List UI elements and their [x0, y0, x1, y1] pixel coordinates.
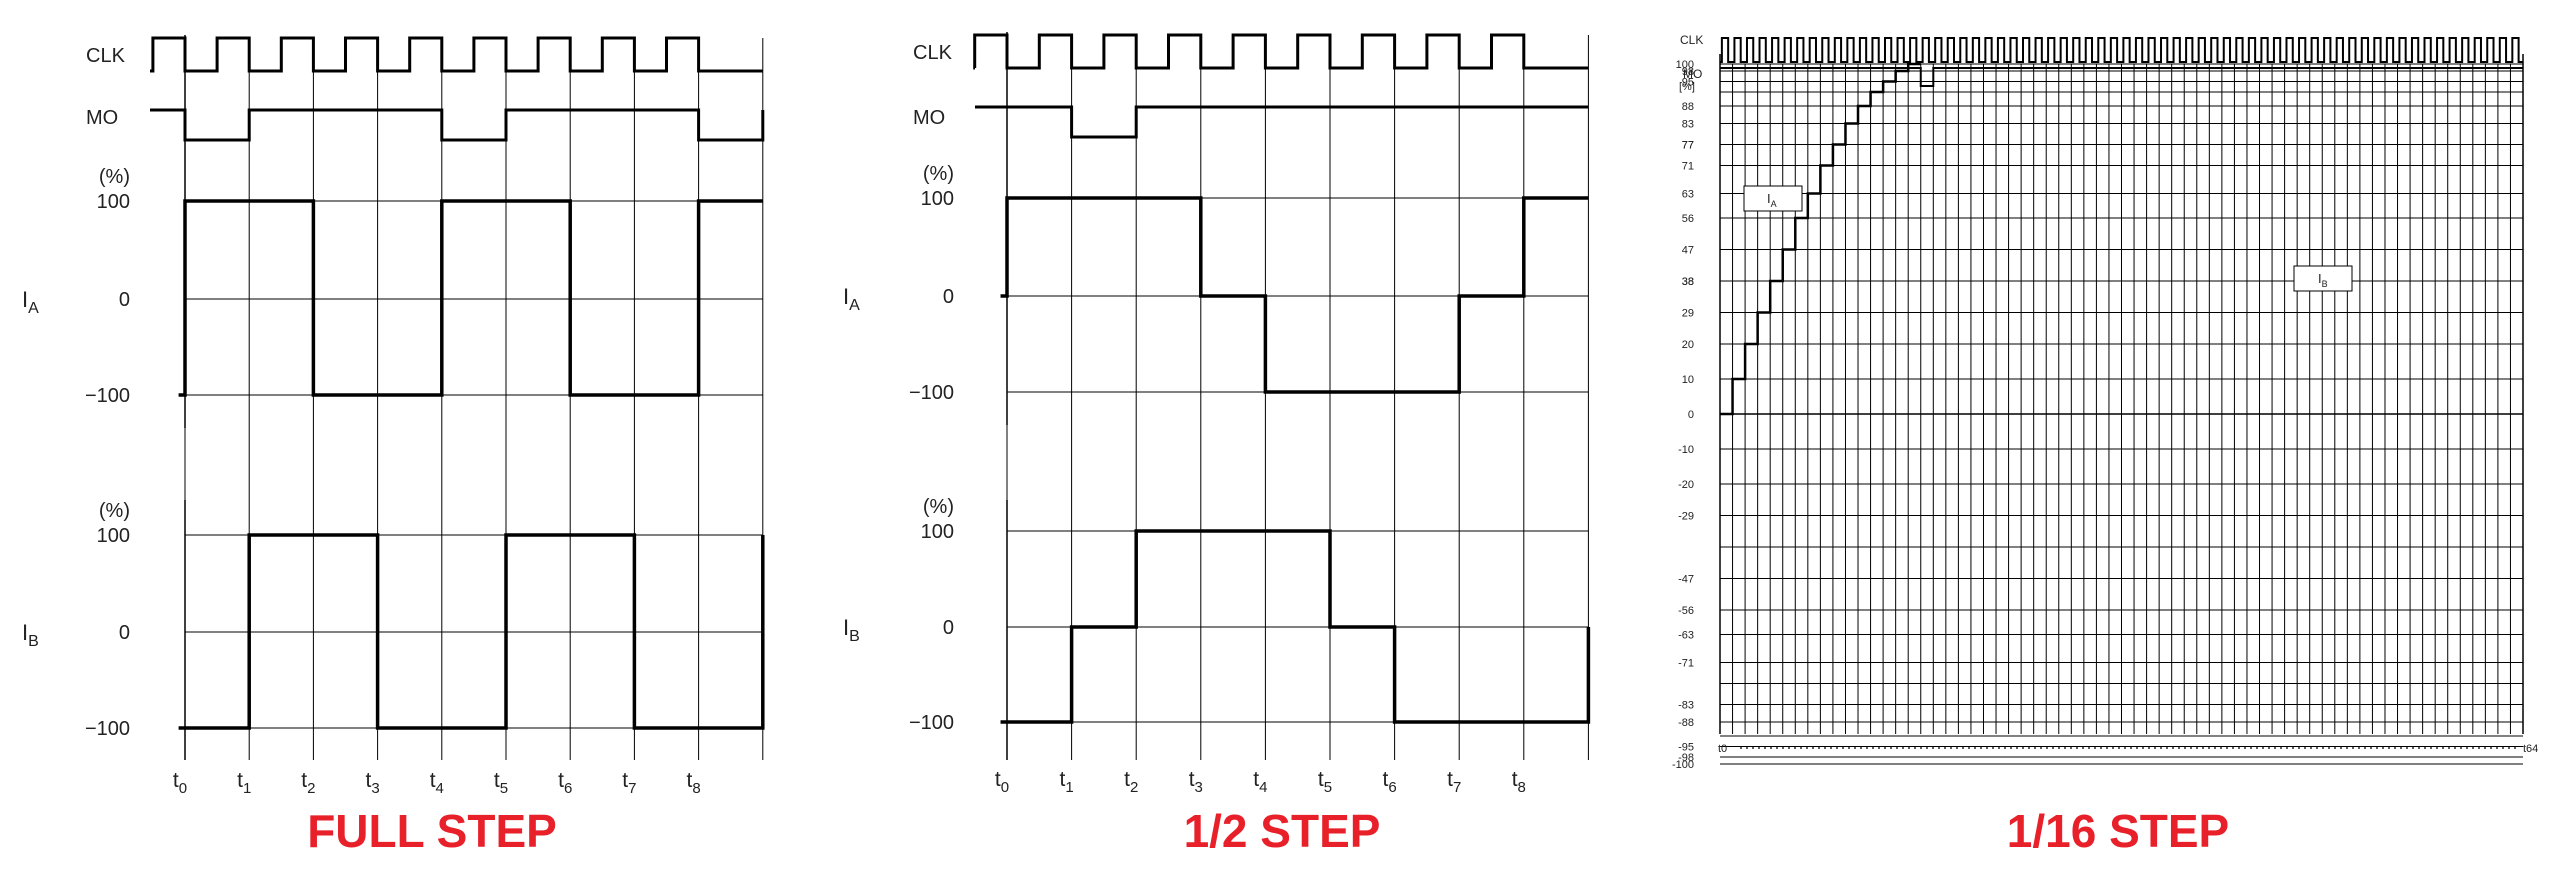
level-tick-label: 95 [1682, 77, 1694, 89]
time-label: t5 [1318, 768, 1332, 796]
mo-waveform [975, 105, 1589, 139]
clk-waveform [973, 33, 1589, 70]
time-label: t1 [1060, 768, 1074, 796]
level-tick-label: -29 [1678, 511, 1694, 523]
clk-waveform [150, 36, 763, 73]
ia-label: IA [22, 287, 39, 317]
time-label: t2 [301, 769, 315, 797]
mo-label: MO [913, 107, 945, 129]
clk-label: CLK [86, 45, 126, 67]
ib-unit-label: (%) [923, 496, 954, 518]
time-end-label: t64 [2523, 743, 2538, 755]
level-tick-label: 100 [1676, 59, 1694, 71]
ib-waveform [178, 533, 765, 730]
mo-label: MO [86, 107, 118, 129]
ib-unit-label: (%) [99, 500, 130, 522]
level-tick-label: 83 [1682, 119, 1694, 131]
clk-label: CLK [1680, 33, 1703, 47]
ia-label-box [1743, 185, 1803, 212]
sixteenth-step-caption: 1/16 STEP [2006, 805, 2230, 857]
mo-waveform [1720, 67, 2523, 87]
ia-waveform [1000, 196, 1589, 394]
ib-waveform [1000, 529, 1591, 724]
mo-label: MO [1683, 67, 1702, 81]
level-tick-label: -88 [1678, 717, 1694, 729]
level-tick-label: -10 [1678, 444, 1694, 456]
half-step-diagram: CLK MO IA IB (%) (%) 100 0 −100 100 0 −100 t0 t1 t2 t3 t… [843, 32, 1591, 796]
unit-label: [%] [1679, 81, 1695, 93]
level-tick-label: 63 [1682, 189, 1694, 201]
level-tick-label: 88 [1682, 101, 1694, 113]
ia-waveform [1720, 62, 1921, 416]
time-label: t5 [494, 769, 508, 797]
level-tick-label: -83 [1678, 700, 1694, 712]
ia-tick-label: 0 [943, 286, 954, 308]
ib-label: IB [2318, 271, 2328, 289]
ia-tick-label: 100 [97, 191, 130, 213]
ib-label-box [2293, 265, 2353, 292]
level-tick-label: 77 [1682, 140, 1694, 152]
time-label: t7 [622, 769, 636, 797]
level-tick-label: 20 [1682, 339, 1694, 351]
mo-waveform [150, 108, 765, 142]
time-label: t3 [366, 769, 380, 797]
half-step-caption: 1/2 STEP [1183, 805, 1381, 857]
level-tick-label: 98 [1682, 66, 1694, 78]
time-label: t1 [237, 769, 251, 797]
full-step-caption: FULL STEP [307, 805, 557, 857]
ia-tick-label: −100 [909, 382, 954, 404]
level-tick-label: -63 [1678, 630, 1694, 642]
ia-label: IA [843, 284, 860, 314]
level-tick-label: 38 [1682, 276, 1694, 288]
level-tick-label: 47 [1682, 245, 1694, 257]
ib-tick-label: −100 [909, 712, 954, 734]
level-tick-label: 77 [1682, 140, 1694, 152]
ia-waveform [178, 199, 763, 397]
level-tick-label: 56 [1682, 213, 1694, 225]
level-tick-label: 71 [1682, 161, 1694, 173]
level-tick-label: 38 [1682, 276, 1694, 288]
ib-label: IB [22, 620, 39, 650]
ib-tick-label: 100 [97, 525, 130, 547]
clk-waveform [1720, 37, 2523, 63]
ib-tick-label: 0 [943, 617, 954, 639]
ib-tick-label: 0 [119, 622, 130, 644]
ia-tick-label: −100 [85, 385, 130, 407]
level-tick-label: -98 [1678, 752, 1694, 764]
level-tick-label: 29 [1682, 308, 1694, 320]
time-label: t8 [687, 769, 701, 797]
time-label: t0 [173, 769, 187, 797]
level-tick-label: -56 [1678, 605, 1694, 617]
ib-tick-label: −100 [85, 718, 130, 740]
level-tick-label: -71 [1678, 658, 1694, 670]
time-label: t0 [995, 768, 1009, 796]
ib-tick-label: 100 [921, 521, 954, 543]
level-tick-label: 0 [1688, 409, 1694, 421]
full-step-diagram: CLK MO IA IB (%) (%) 100 0 −100 100 0 −100 t0 t1 t2 t3 t… [22, 35, 765, 797]
ia-unit-label: (%) [99, 166, 130, 188]
time-label: t2 [1124, 768, 1138, 796]
time-label: t3 [1189, 768, 1203, 796]
time-label: t4 [1253, 768, 1267, 796]
ia-label: IA [1767, 191, 1777, 209]
ia-tick-label: 0 [119, 289, 130, 311]
ib-label: IB [843, 615, 860, 645]
time-label: t6 [1383, 768, 1397, 796]
level-tick-label: -95 [1678, 742, 1694, 754]
ia-tick-label: 100 [921, 188, 954, 210]
level-tick-label: -100 [1672, 759, 1694, 771]
clk-label: CLK [913, 42, 953, 64]
sixteenth-step-diagram: CLKMO[%]100989588837771635647382920100-1… [1672, 33, 2538, 771]
time-label: t6 [558, 769, 572, 797]
level-tick-label: -47 [1678, 574, 1694, 586]
time-start-label: t0 [1718, 743, 1727, 755]
time-label: t4 [430, 769, 444, 797]
time-label: t7 [1447, 768, 1461, 796]
time-label: t8 [1512, 768, 1526, 796]
level-tick-label: 10 [1682, 374, 1694, 386]
ia-unit-label: (%) [923, 163, 954, 185]
level-tick-label: -20 [1678, 479, 1694, 491]
